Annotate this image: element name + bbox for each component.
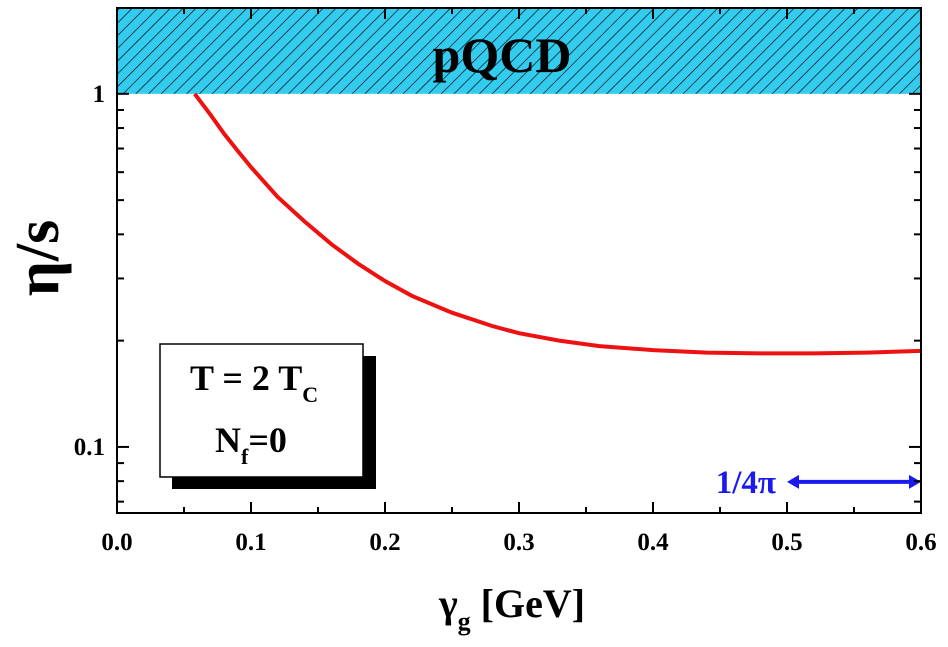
x-tick-label: 0.0	[101, 529, 132, 556]
pqcd-hatch	[117, 8, 921, 94]
pqcd-label: pQCD	[433, 27, 572, 83]
y-tick-label: 1	[93, 81, 106, 108]
legend-box: T = 2 TC Nf=0	[159, 343, 376, 489]
legend-line-temperature: T = 2 TC	[190, 358, 318, 407]
y-axis-title: η/s	[4, 220, 72, 297]
x-tick-label: 0.2	[369, 529, 400, 556]
kss-bound-label: 1/4π	[716, 465, 776, 501]
series-line	[193, 92, 922, 356]
x-tick-label: 0.5	[771, 529, 802, 556]
arrow-head-left	[787, 474, 799, 489]
legend-frame	[159, 343, 364, 478]
legend-line-flavors: Nf=0	[215, 420, 287, 469]
x-axis-title: γg [GeV]	[438, 581, 585, 636]
x-tick-label: 0.1	[235, 529, 266, 556]
x-tick-label: 0.3	[503, 529, 534, 556]
axis-ticks: 0.0 0.1 0.2 0.3 0.4 0.5 0.6 0.1 1	[74, 8, 937, 556]
kss-bound-arrow	[787, 474, 921, 489]
y-tick-label: 0.1	[74, 434, 105, 461]
x-tick-label: 0.6	[905, 529, 936, 556]
x-tick-label: 0.4	[637, 529, 669, 556]
plot-frame	[116, 7, 922, 514]
